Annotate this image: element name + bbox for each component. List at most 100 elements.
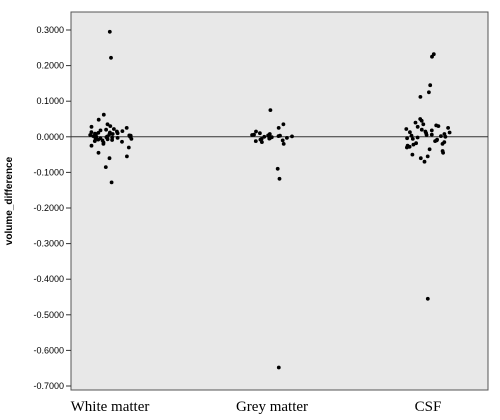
data-point <box>125 154 129 159</box>
data-point <box>425 296 430 301</box>
data-point <box>101 112 106 117</box>
data-point <box>109 55 113 60</box>
data-point <box>427 147 432 152</box>
data-point <box>253 139 258 144</box>
data-point <box>404 127 409 131</box>
data-point <box>124 126 129 130</box>
data-point <box>447 130 452 135</box>
data-point <box>89 124 94 129</box>
x-axis-categories: White matter Grey matter CSF <box>71 399 442 415</box>
category-label: White matter <box>71 399 150 415</box>
data-points <box>88 29 452 370</box>
data-point <box>419 118 424 123</box>
data-point <box>290 134 294 139</box>
data-point <box>280 138 285 143</box>
data-point <box>443 134 448 139</box>
data-point <box>436 124 441 128</box>
data-point <box>105 122 110 127</box>
data-point <box>120 139 124 144</box>
data-point <box>260 140 264 145</box>
plot-background <box>70 11 489 391</box>
data-point <box>115 136 120 140</box>
data-point <box>427 90 431 95</box>
data-point <box>103 165 108 170</box>
data-point <box>410 137 415 141</box>
y-tick-label: -0.5000 <box>33 310 64 320</box>
data-point <box>418 156 423 161</box>
data-point <box>91 134 96 139</box>
data-point <box>409 133 414 138</box>
data-point <box>115 131 120 136</box>
y-tick-label: 0.3000 <box>36 25 64 35</box>
data-point <box>276 134 281 139</box>
data-point <box>104 127 108 132</box>
data-point <box>105 137 110 142</box>
data-point <box>422 159 427 164</box>
data-point <box>98 128 103 133</box>
data-point <box>89 143 94 148</box>
data-point <box>126 145 131 150</box>
data-point <box>129 137 134 141</box>
data-point <box>110 132 115 136</box>
y-tick-label: -0.4000 <box>33 274 64 284</box>
y-tick-label: 0.1000 <box>36 96 64 106</box>
data-point <box>88 133 93 137</box>
data-point <box>439 134 443 139</box>
y-tick-label: -0.6000 <box>33 345 64 355</box>
data-point <box>411 142 416 147</box>
data-point <box>120 129 125 134</box>
data-point <box>96 150 101 155</box>
data-point <box>108 124 113 128</box>
data-point <box>415 135 420 140</box>
data-point <box>262 134 267 139</box>
data-point <box>419 127 424 132</box>
data-point <box>250 133 255 137</box>
data-point <box>281 142 286 146</box>
data-point <box>92 139 97 144</box>
data-point <box>418 95 423 99</box>
y-tick-label: 0.2000 <box>36 61 64 71</box>
y-axis-title: volume_difference <box>4 156 15 245</box>
data-point <box>408 130 412 135</box>
data-point <box>107 29 112 34</box>
category-label: Grey matter <box>236 399 308 415</box>
data-point <box>101 142 106 146</box>
data-point <box>405 136 409 141</box>
data-point <box>433 139 437 144</box>
data-point <box>413 120 418 125</box>
data-point <box>268 108 273 112</box>
data-point <box>110 138 114 142</box>
data-point <box>275 166 280 171</box>
data-point <box>441 150 445 155</box>
data-point <box>276 365 281 370</box>
y-tick-label: -0.3000 <box>33 239 64 249</box>
data-point <box>424 133 429 137</box>
data-point <box>285 136 289 140</box>
data-point <box>415 124 420 129</box>
data-point <box>276 126 281 130</box>
data-point <box>421 122 426 127</box>
y-tick-label: 0.0000 <box>36 132 64 142</box>
data-point <box>410 152 415 157</box>
data-point <box>430 54 434 59</box>
data-point <box>267 136 272 141</box>
data-point <box>107 156 112 161</box>
y-tick-label: -0.2000 <box>33 203 64 213</box>
data-point <box>429 132 434 137</box>
y-axis: 0.3000 0.2000 0.1000 0.0000 -0.1000 -0.2000 -0… <box>33 25 71 391</box>
data-point <box>440 142 445 146</box>
data-point <box>405 145 409 150</box>
data-point <box>281 122 286 127</box>
data-point <box>254 129 258 134</box>
y-tick-label: -0.1000 <box>33 167 64 177</box>
data-point <box>258 131 262 136</box>
category-label: CSF <box>415 399 442 415</box>
data-point <box>96 137 101 142</box>
data-point <box>96 117 101 122</box>
data-point <box>446 126 450 130</box>
data-point <box>112 127 116 131</box>
data-point <box>428 83 433 88</box>
data-point <box>429 128 434 133</box>
data-point <box>277 176 282 181</box>
